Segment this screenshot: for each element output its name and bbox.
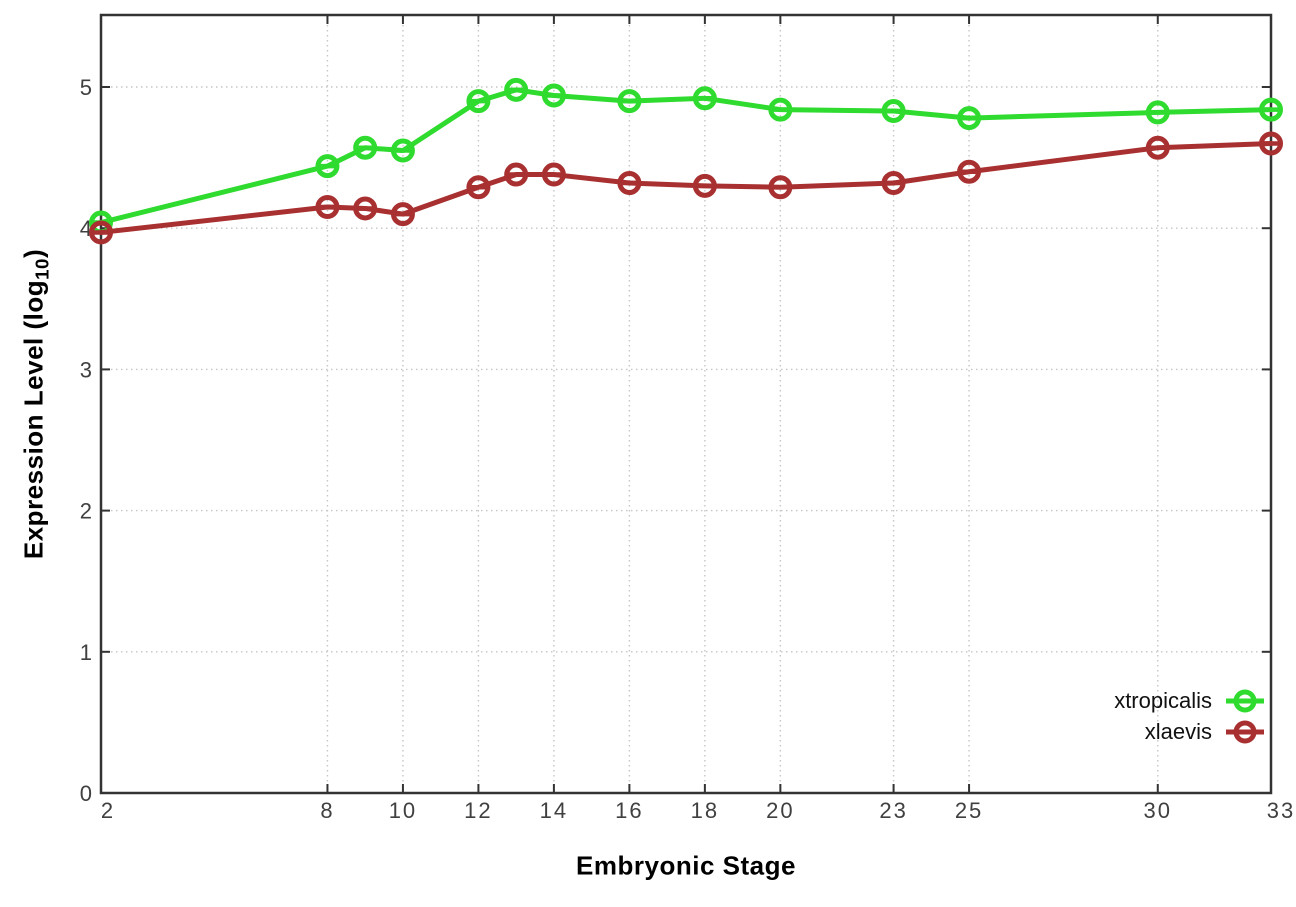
data-point-xlaevis: [881, 171, 906, 196]
y-tick-label: 1: [80, 640, 92, 665]
series-line-xlaevis: [98, 140, 1274, 235]
legend-label-xlaevis: xlaevis: [1144, 719, 1212, 744]
data-point-xtropicalis: [692, 86, 717, 111]
legend-item-xlaevis: xlaevis: [1114, 717, 1266, 747]
legend-item-xtropicalis: xtropicalis: [1114, 686, 1266, 716]
x-tick-label: 25: [955, 798, 983, 823]
data-point-xlaevis: [692, 173, 717, 198]
y-tick-label: 3: [80, 357, 92, 382]
x-axis-title: Embryonic Stage: [576, 850, 796, 881]
data-point-xtropicalis: [1259, 97, 1283, 122]
x-tick-label: 12: [464, 798, 492, 823]
data-point-xtropicalis: [1145, 100, 1170, 125]
legend: xtropicalis xlaevis: [1114, 686, 1266, 747]
x-tick-label: 14: [540, 798, 568, 823]
x-tick-label: 2: [101, 798, 115, 823]
data-point-xlaevis: [504, 162, 529, 187]
data-point-xlaevis: [353, 196, 378, 221]
data-point-xlaevis: [89, 220, 113, 245]
x-tick-label: 23: [879, 798, 907, 823]
data-point-xtropicalis: [353, 135, 378, 160]
x-tick-label: 20: [766, 798, 794, 823]
legend-marker-xlaevis-icon: [1226, 720, 1264, 744]
data-point-xtropicalis: [504, 77, 529, 102]
data-point-xlaevis: [768, 175, 793, 200]
data-point-xtropicalis: [466, 89, 491, 114]
y-tick-label: 4: [80, 216, 92, 241]
data-point-xtropicalis: [881, 99, 906, 124]
y-axis-title-main: Expression Level (log: [18, 279, 49, 560]
data-point-xtropicalis: [957, 106, 982, 131]
x-tick-label: 33: [1267, 798, 1295, 823]
y-tick-label: 5: [80, 75, 92, 100]
data-point-xtropicalis: [617, 89, 642, 114]
data-point-xlaevis: [957, 159, 982, 184]
y-axis-title-end: ): [18, 248, 49, 259]
x-tick-label: 10: [389, 798, 417, 823]
data-point-xlaevis: [1259, 131, 1283, 156]
legend-label-xtropicalis: xtropicalis: [1114, 688, 1212, 713]
data-point-xlaevis: [1145, 135, 1170, 160]
plot-border: [99, 13, 1273, 795]
y-axis-title: Expression Level (log10): [18, 249, 53, 559]
data-point-xtropicalis: [315, 154, 340, 179]
x-tick-label: 8: [320, 798, 334, 823]
y-tick-label: 2: [80, 499, 92, 524]
data-point-xlaevis: [390, 202, 415, 227]
legend-marker-xtropicalis-icon: [1226, 689, 1264, 713]
data-point-xlaevis: [617, 171, 642, 196]
data-point-xtropicalis: [390, 138, 415, 163]
data-point-xlaevis: [466, 175, 491, 200]
y-tick-label: 0: [80, 781, 92, 806]
y-axis-title-subscript: 10: [31, 258, 53, 280]
x-tick-label: 30: [1144, 798, 1172, 823]
x-tick-label: 16: [615, 798, 643, 823]
data-point-xtropicalis: [541, 83, 566, 108]
data-point-xlaevis: [541, 162, 566, 187]
x-tick-label: 18: [691, 798, 719, 823]
data-point-xlaevis: [315, 195, 340, 220]
data-point-xtropicalis: [768, 97, 793, 122]
